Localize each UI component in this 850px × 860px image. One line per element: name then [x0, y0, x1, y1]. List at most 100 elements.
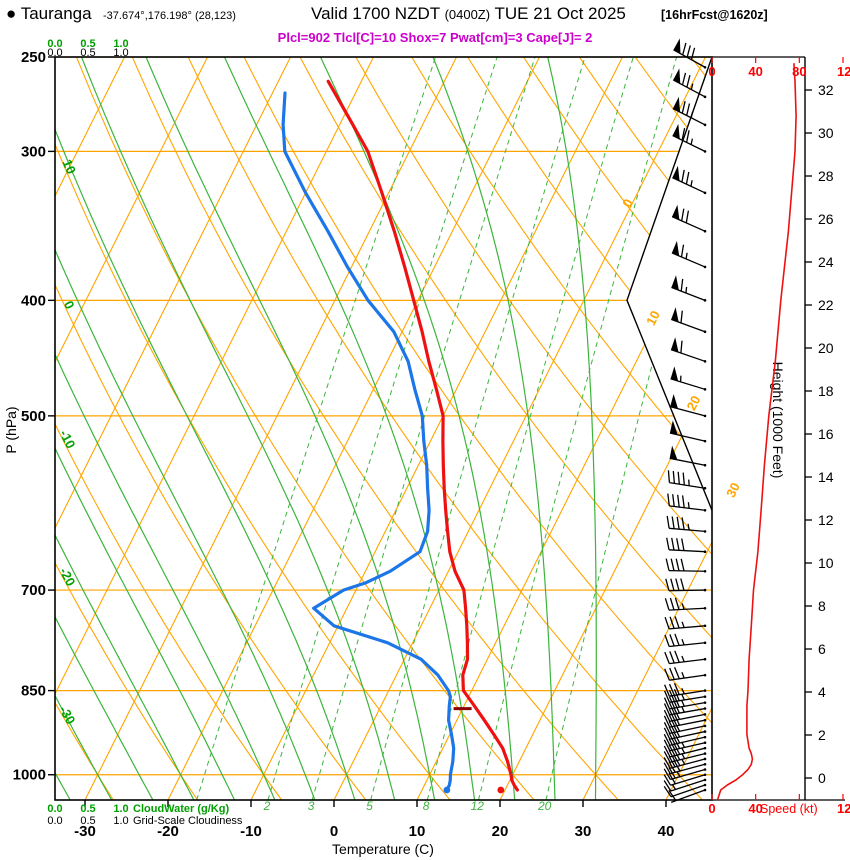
forecast-tag: [16hrFcst@1620z]	[661, 8, 768, 22]
height-tick-label: 30	[818, 125, 834, 141]
wind-barb	[669, 445, 707, 467]
surface-temp-marker	[497, 786, 505, 794]
moist-adiabat-line	[55, 57, 236, 800]
wind-barb	[670, 394, 707, 418]
pressure-tick-label: 300	[21, 143, 46, 160]
pressure-tick-label: 250	[21, 49, 46, 66]
wind-barb	[672, 96, 707, 127]
gridscale-scale-value: 1.0	[113, 47, 128, 59]
height-tick-label: 2	[818, 727, 826, 743]
wind-barb	[667, 470, 707, 490]
moist-adiabat-line	[319, 57, 516, 800]
speed-tick-label: 120	[837, 64, 850, 79]
isotherm-line	[416, 57, 712, 800]
temperature-curve	[326, 79, 520, 792]
wind-barb	[664, 683, 707, 697]
isotherm-line	[55, 57, 374, 800]
mixing-ratio-label: 3	[308, 799, 315, 813]
height-tick-label: 16	[818, 426, 834, 442]
dry-adiabat-line	[467, 57, 712, 800]
wind-barb	[663, 759, 707, 775]
wind-barb	[663, 783, 707, 798]
valid-main: Valid 1700 NZDT	[311, 4, 440, 23]
mixing-ratio-label: 20	[537, 799, 552, 813]
speed-tick-label: 120	[837, 801, 850, 816]
gridscale-scale-value: 0.5	[80, 815, 95, 827]
moist-adiabat-line	[547, 57, 597, 800]
pressure-tick-label: 500	[21, 408, 46, 425]
dry-adiabat-line	[131, 57, 619, 800]
dewpoint-curve	[281, 91, 456, 792]
dry-adiabat-line	[75, 57, 535, 800]
moist-adiabat-line	[55, 57, 276, 800]
wind-barb	[667, 493, 707, 512]
speed-tick-label: 80	[792, 64, 806, 79]
moist-adiabat-line	[55, 57, 195, 800]
height-tick-label: 28	[818, 168, 834, 184]
cloudwater-scale-value: 1.0	[113, 803, 128, 815]
moist-adiabat-line	[80, 57, 396, 800]
isotherm-line	[55, 57, 291, 800]
mixing-ratio-label: 5	[366, 799, 373, 813]
speed-tick-label: 0	[708, 801, 715, 816]
dry-adiabat-line	[55, 57, 283, 800]
gridscale-scale-label: Grid-Scale Cloudiness	[133, 815, 243, 827]
wind-speed-profile	[716, 63, 797, 801]
mixing-ratio-line	[311, 57, 536, 800]
valid-zulu: (0400Z)	[444, 7, 491, 22]
pressure-tick-label: 400	[21, 292, 46, 309]
mixing-ratio-label: 2	[263, 799, 271, 813]
wind-barb	[671, 204, 707, 233]
moist-adiabat-line	[55, 57, 154, 800]
height-axis-title: Height (1000 Feet)	[770, 362, 786, 479]
moist-adiabat-line	[145, 57, 436, 800]
mixing-ratio-line	[545, 57, 712, 800]
valid-date: TUE 21 Oct 2025	[494, 4, 626, 23]
isotherm-line	[55, 57, 125, 800]
gridscale-scale-value: 0.5	[80, 47, 95, 59]
station-coords: -37.674°,176.198° (28,123)	[103, 10, 236, 22]
adiabat-label: 10	[60, 157, 79, 176]
dry-adiabat-line	[355, 57, 712, 800]
dry-adiabat-line	[747, 57, 850, 800]
wind-barb	[666, 515, 707, 533]
wind-barb	[672, 165, 707, 195]
mixing-ratio-line	[267, 57, 498, 800]
wind-barb	[665, 558, 707, 573]
height-tick-label: 4	[818, 684, 826, 700]
frame-notch	[626, 56, 713, 511]
mixing-ratio-line	[196, 57, 437, 800]
mixing-ratio-label: 12	[471, 799, 485, 813]
temperature-tick-label: -30	[74, 823, 96, 840]
dry-adiabat-line	[55, 57, 114, 800]
height-tick-label: 6	[818, 641, 826, 657]
cloudwater-scale-label: CloudWater (g/Kg)	[133, 803, 229, 815]
pressure-axis-title: P (hPa)	[3, 406, 19, 453]
dry-adiabat-line	[55, 57, 198, 800]
wind-barb	[672, 68, 707, 99]
temperature-tick-label: 20	[492, 823, 509, 840]
wind-barbs	[663, 38, 707, 804]
temperature-tick-label: -20	[157, 823, 179, 840]
cloudwater-scale-value: 0.5	[80, 38, 95, 50]
cloudwater-scale-value: 0.0	[47, 803, 62, 815]
wind-barb	[663, 725, 707, 740]
isotherm-label: 10	[643, 308, 663, 328]
wind-barb	[671, 240, 707, 269]
dry-adiabat-line	[243, 57, 712, 800]
wind-barb	[670, 366, 707, 391]
adiabat-label: -10	[57, 427, 79, 451]
pressure-tick-label: 850	[21, 683, 46, 700]
dry-adiabat-line	[578, 57, 712, 800]
wind-barb	[664, 633, 707, 648]
wind-barb	[671, 275, 707, 302]
station-title: ● Tauranga	[6, 4, 92, 24]
moist-adiabat-line	[432, 57, 556, 800]
speed-tick-label: 0	[708, 64, 715, 79]
wind-barb	[664, 650, 707, 665]
height-tick-label: 8	[818, 598, 826, 614]
wind-barb	[665, 578, 707, 592]
height-tick-label: 12	[818, 512, 834, 528]
wind-barb	[670, 307, 707, 334]
adiabat-label: -30	[56, 703, 78, 727]
